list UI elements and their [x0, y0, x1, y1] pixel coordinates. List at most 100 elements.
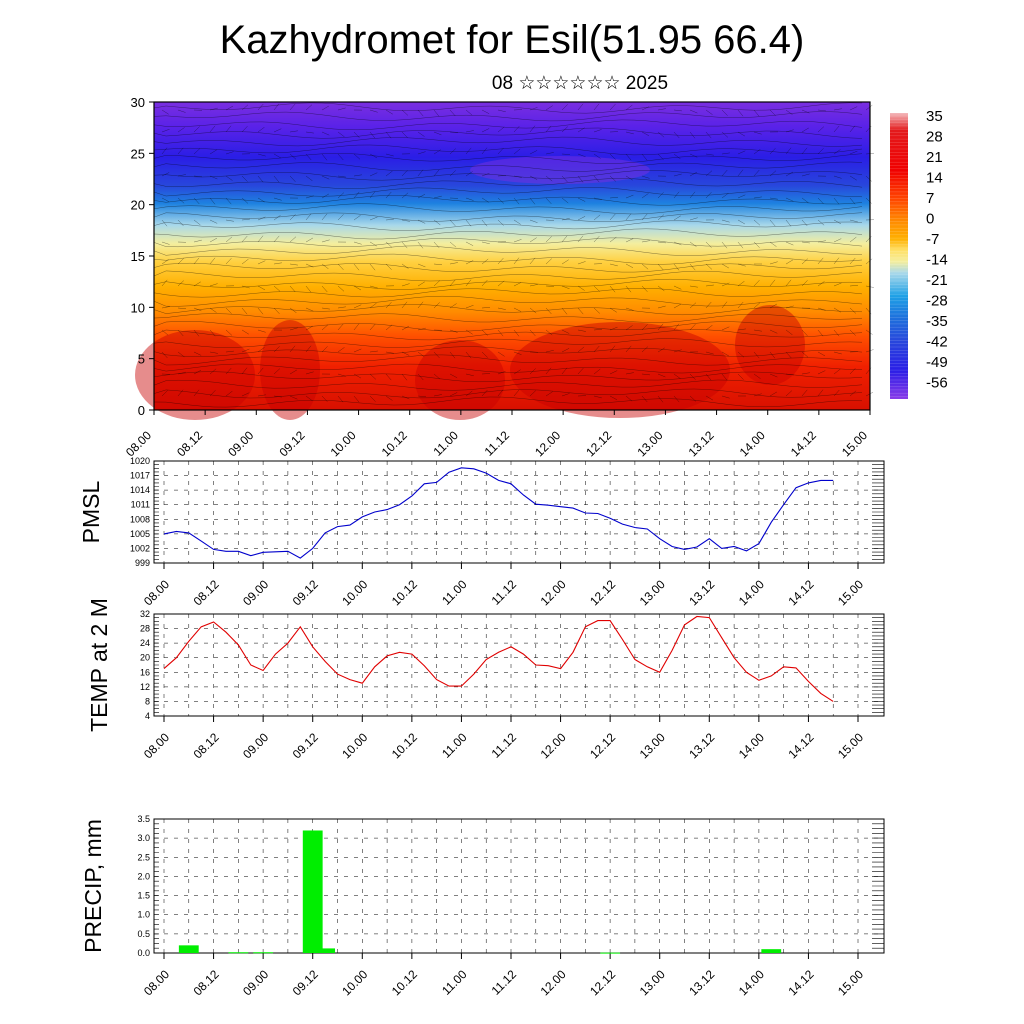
- x-tick-label: 10.00: [339, 577, 370, 608]
- x-tick-label: 08.00: [123, 428, 154, 459]
- cross-section-field: [154, 102, 870, 410]
- y-tick-label: 32: [140, 609, 150, 619]
- warm-core-3: [510, 322, 730, 418]
- warm-core-4: [735, 305, 805, 385]
- x-tick-label: 09.00: [240, 577, 271, 608]
- colorbar-label: -28: [926, 293, 948, 310]
- y-tick-label: 30: [131, 95, 145, 110]
- y-tick-label: 0.0: [137, 948, 150, 958]
- chart-title: Kazhydromet for Esil(51.95 66.4): [219, 18, 805, 62]
- x-tick-label: 11.12: [482, 428, 513, 459]
- y-tick-label: 1017: [130, 471, 150, 481]
- wind-streamlines: [153, 102, 863, 408]
- x-tick-label: 13.12: [686, 428, 717, 459]
- y-axis-label: PMSL: [78, 480, 104, 543]
- colorbar-label: -56: [926, 375, 948, 392]
- x-tick-label: 13.00: [637, 730, 668, 761]
- y-tick-label: 28: [140, 624, 150, 634]
- x-tick-label: 14.00: [736, 967, 767, 998]
- colorbar-label: -21: [926, 272, 948, 289]
- x-tick-label: 14.12: [785, 967, 816, 998]
- wind-barbs: [161, 103, 875, 403]
- x-tick-label: 11.00: [439, 730, 470, 761]
- panel-frame: [153, 460, 885, 564]
- precip-bar: [302, 830, 323, 953]
- y-tick-label: 20: [140, 653, 150, 663]
- y-tick-label: 20: [131, 198, 145, 213]
- y-tick-label: 999: [135, 558, 150, 568]
- x-tick-label: 10.12: [389, 577, 420, 608]
- x-tick-label: 14.12: [785, 730, 816, 761]
- y-tick-label: 4: [145, 711, 150, 721]
- y-tick-label: 15: [131, 249, 145, 264]
- x-tick-label: 14.00: [736, 730, 767, 761]
- x-tick-label: 12.12: [583, 428, 614, 459]
- x-tick-label: 09.12: [290, 577, 321, 608]
- panel-frame: [153, 613, 885, 717]
- x-tick-label: 10.00: [339, 730, 370, 761]
- x-tick-label: 12.12: [587, 967, 618, 998]
- y-tick-label: 12: [140, 682, 150, 692]
- x-tick-label: 14.00: [736, 577, 767, 608]
- precip-bar: [228, 952, 249, 954]
- y-tick-label: 16: [140, 667, 150, 677]
- y-tick-label: 8: [145, 696, 150, 706]
- x-tick-label: 09.00: [225, 428, 256, 459]
- x-tick-label: 11.00: [430, 428, 461, 459]
- y-tick-label: 1002: [130, 543, 150, 553]
- y-tick-label: 24: [140, 638, 150, 648]
- chart-subtitle: 08 ☆☆☆☆☆☆ 2025: [491, 73, 669, 94]
- y-tick-label: 1014: [130, 485, 150, 495]
- x-tick-label: 08.12: [191, 577, 222, 608]
- x-tick-label: 08.12: [191, 967, 222, 998]
- x-tick-label: 10.00: [339, 967, 370, 998]
- x-tick-label: 11.12: [489, 730, 520, 761]
- colorbar-label: 35: [926, 108, 943, 125]
- precip-bar: [761, 949, 782, 953]
- warm-core-2: [415, 340, 505, 420]
- x-tick-label: 08.00: [141, 730, 172, 761]
- x-tick-label: 13.00: [637, 577, 668, 608]
- x-tick-label: 12.00: [532, 428, 563, 459]
- x-tick-label: 09.00: [240, 967, 271, 998]
- warm-core-1: [260, 320, 320, 420]
- warm-core-0: [135, 330, 255, 420]
- y-tick-label: 0.5: [137, 929, 150, 939]
- precip-bar: [600, 952, 621, 954]
- minor-ticks: [154, 460, 884, 564]
- y-tick-label: 3.5: [137, 814, 150, 824]
- precip-bar: [315, 948, 336, 953]
- y-tick-label: 1020: [130, 456, 150, 466]
- x-tick-label: 12.00: [538, 577, 569, 608]
- y-tick-label: 25: [131, 146, 145, 161]
- y-axis-label: PRECIP, mm: [80, 819, 106, 953]
- panel-frame: [153, 818, 885, 954]
- y-tick-label: 1.5: [137, 891, 150, 901]
- cold-core: [470, 156, 650, 184]
- x-tick-label: 11.12: [489, 577, 520, 608]
- x-tick-label: 14.12: [788, 428, 819, 459]
- x-tick-label: 12.00: [538, 967, 569, 998]
- colorbar-bands: [890, 115, 908, 397]
- colorbar-label: -35: [926, 313, 948, 330]
- y-tick-label: 2.0: [137, 871, 150, 881]
- x-tick-label: 08.00: [141, 577, 172, 608]
- minor-ticks: [154, 613, 884, 717]
- x-tick-label: 13.00: [637, 967, 668, 998]
- x-tick-label: 15.00: [835, 730, 866, 761]
- precip-bar: [178, 945, 199, 953]
- y-tick-label: 5: [138, 352, 145, 367]
- x-tick-label: 14.00: [737, 428, 768, 459]
- series-line: [163, 615, 834, 702]
- colorbar-label: -7: [926, 231, 939, 248]
- x-tick-label: 13.00: [634, 428, 665, 459]
- x-tick-label: 09.12: [290, 967, 321, 998]
- y-tick-label: 3.0: [137, 833, 150, 843]
- x-tick-label: 09.12: [290, 730, 321, 761]
- colorbar-label: -14: [926, 252, 948, 269]
- colorbar-label: 14: [926, 170, 943, 187]
- x-tick-label: 13.12: [686, 577, 717, 608]
- y-axis-label: TEMP at 2 M: [86, 598, 112, 732]
- y-tick-label: 2.5: [137, 852, 150, 862]
